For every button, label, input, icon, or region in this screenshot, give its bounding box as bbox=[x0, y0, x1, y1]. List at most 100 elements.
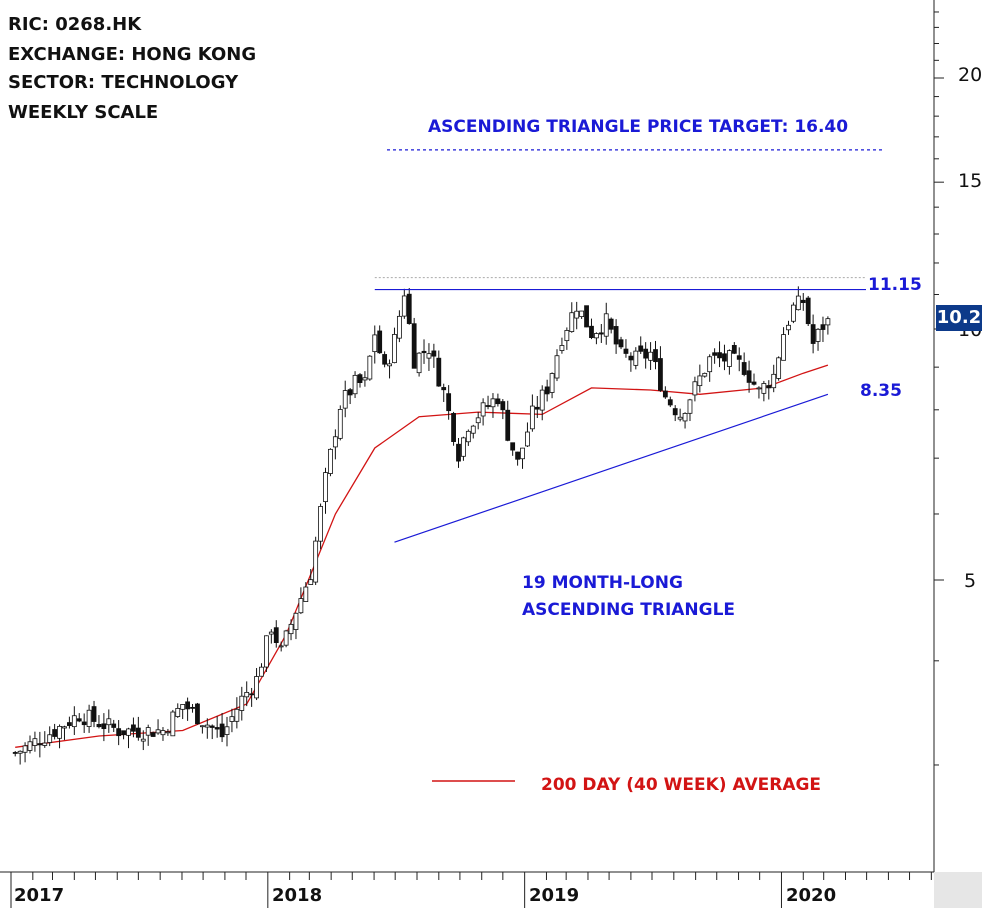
candle-up bbox=[323, 472, 328, 503]
candle-up bbox=[475, 417, 481, 424]
candle-down bbox=[820, 324, 826, 330]
ma-legend-label: 200 DAY (40 WEEK) AVERAGE bbox=[541, 775, 822, 795]
ytick-15: 15 bbox=[958, 170, 982, 192]
candle-down bbox=[623, 348, 629, 354]
candle-up bbox=[539, 389, 545, 411]
ascending-trendline bbox=[394, 393, 829, 543]
candle-down bbox=[121, 730, 126, 736]
candle-up bbox=[254, 676, 259, 699]
candle-up bbox=[42, 742, 48, 746]
candle-up bbox=[603, 313, 609, 337]
candle-up bbox=[579, 310, 585, 318]
candle-down bbox=[810, 324, 816, 344]
candle-up bbox=[71, 715, 77, 728]
candle-up bbox=[771, 373, 777, 389]
candle-down bbox=[584, 305, 589, 328]
candle-up bbox=[318, 506, 323, 542]
sector-label: SECTOR: TECHNOLOGY bbox=[8, 72, 239, 93]
candle-down bbox=[667, 399, 673, 406]
candle-down bbox=[81, 721, 87, 726]
ma40-line bbox=[15, 364, 829, 748]
candle-up bbox=[392, 334, 397, 364]
pattern-lines-layer bbox=[374, 149, 882, 782]
candles-layer bbox=[12, 286, 831, 765]
candle-up bbox=[795, 295, 801, 311]
candle-down bbox=[116, 728, 122, 737]
candle-up bbox=[175, 707, 181, 717]
candle-up bbox=[180, 704, 186, 710]
candle-down bbox=[76, 718, 82, 722]
candle-up bbox=[308, 579, 314, 585]
candle-down bbox=[91, 706, 97, 722]
candle-down bbox=[135, 727, 141, 738]
candle-down bbox=[96, 723, 102, 728]
candle-down bbox=[653, 349, 658, 363]
candle-down bbox=[805, 297, 811, 325]
last-price-tag: 10.2 bbox=[936, 305, 982, 331]
support-label: 8.35 bbox=[860, 381, 902, 401]
candle-down bbox=[219, 723, 225, 738]
candle-up bbox=[461, 437, 466, 457]
axis-corner bbox=[934, 872, 982, 908]
candle-down bbox=[436, 357, 442, 387]
candle-up bbox=[140, 738, 146, 742]
candle-up bbox=[825, 318, 831, 326]
candle-down bbox=[500, 401, 506, 411]
candle-up bbox=[648, 351, 653, 361]
candle-down bbox=[195, 703, 200, 725]
candle-down bbox=[722, 353, 727, 362]
candle-down bbox=[515, 451, 520, 460]
candle-up bbox=[288, 623, 294, 635]
xtick-2020: 2020 bbox=[786, 885, 837, 906]
candle-down bbox=[534, 406, 540, 410]
candle-up bbox=[786, 324, 791, 331]
candle-down bbox=[643, 348, 649, 359]
candle-down bbox=[406, 293, 412, 324]
candle-up bbox=[32, 738, 38, 746]
candle-up bbox=[234, 708, 240, 722]
candle-up bbox=[239, 695, 245, 711]
candle-down bbox=[589, 325, 594, 338]
candle-down bbox=[446, 393, 452, 412]
xtick-2019: 2019 bbox=[529, 885, 580, 906]
candle-down bbox=[741, 362, 747, 375]
candle-up bbox=[564, 330, 570, 342]
candle-down bbox=[638, 345, 644, 352]
candle-down bbox=[628, 355, 634, 361]
candle-up bbox=[170, 711, 176, 737]
candle-down bbox=[505, 409, 511, 441]
candle-up bbox=[244, 691, 250, 698]
candle-up bbox=[303, 586, 309, 602]
candle-up bbox=[126, 728, 131, 736]
candle-up bbox=[702, 372, 708, 377]
candle-up bbox=[57, 725, 62, 739]
candle-down bbox=[411, 323, 417, 369]
target-annotation: ASCENDING TRIANGLE PRICE TARGET: 16.40 bbox=[428, 117, 849, 137]
candle-down bbox=[544, 386, 550, 395]
candle-down bbox=[717, 352, 722, 359]
candle-up bbox=[204, 724, 210, 728]
candle-up bbox=[692, 381, 698, 396]
candle-down bbox=[150, 732, 156, 737]
candle-up bbox=[697, 375, 703, 387]
candle-down bbox=[37, 743, 43, 746]
candle-down bbox=[746, 370, 752, 383]
candle-up bbox=[776, 357, 782, 379]
candle-down bbox=[662, 390, 668, 398]
candle-up bbox=[682, 413, 688, 422]
candle-up bbox=[480, 402, 486, 417]
candle-up bbox=[86, 709, 92, 727]
ytick-20: 20 bbox=[958, 64, 982, 86]
candle-up bbox=[160, 730, 166, 736]
candle-up bbox=[47, 734, 53, 743]
candle-down bbox=[185, 701, 191, 710]
candle-down bbox=[613, 326, 619, 345]
candle-up bbox=[145, 727, 151, 736]
candle-up bbox=[229, 716, 235, 722]
candle-up bbox=[465, 430, 471, 443]
candle-up bbox=[554, 355, 560, 379]
candle-down bbox=[800, 299, 806, 304]
candle-down bbox=[712, 352, 718, 356]
candle-down bbox=[495, 398, 501, 405]
